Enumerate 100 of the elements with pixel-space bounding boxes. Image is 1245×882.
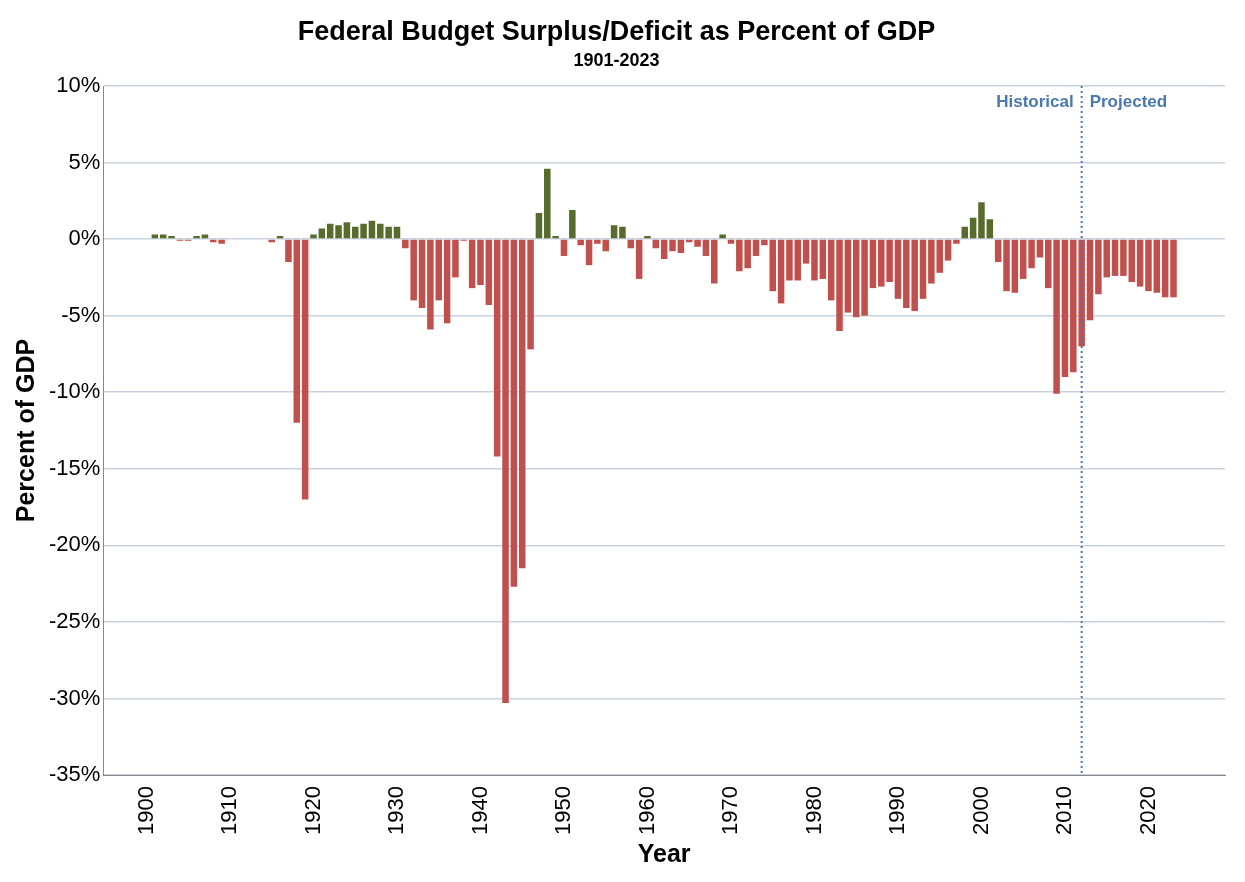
bar [669,239,676,252]
bar [585,239,593,266]
bar [268,239,275,243]
bar [794,239,802,281]
x-tick-label: 1940 [466,786,492,836]
bar [919,239,927,299]
y-tick-label: -5% [61,301,101,327]
bar [502,239,509,704]
bar [802,239,810,264]
x-tick-label: 1990 [884,786,910,836]
bar [418,239,426,309]
bar [468,239,476,289]
y-tick-label: -20% [49,531,101,557]
bar [293,239,301,423]
x-tick-label: 2020 [1134,786,1160,836]
bar [577,239,584,246]
y-tick-label: -15% [49,454,101,480]
chart-title: Federal Budget Surplus/Deficit as Percent of GDP [297,15,936,46]
bar [752,239,760,256]
bar [819,239,827,279]
y-tick-label: -25% [49,608,101,633]
x-tick-label: 1980 [800,786,826,836]
bar [527,239,534,350]
x-tick-label: 1910 [216,786,242,836]
y-axis-title: Percent of GDP [10,338,39,523]
bar [518,239,526,569]
x-tick-label: 2000 [967,786,993,836]
bar [452,239,459,278]
bar [727,239,735,244]
bar [510,239,518,587]
bar [535,213,543,239]
y-tick-label: 10% [56,72,101,98]
bar [1019,239,1027,279]
annotation: Projected [1089,91,1168,111]
bar [285,239,292,263]
bar [894,239,902,299]
x-tick-label: 2010 [1051,786,1077,836]
ref-line-label: Historical [996,91,1074,111]
bar [852,239,860,318]
bar [493,239,501,457]
bar [560,239,568,256]
x-tick-label: 1970 [717,786,743,836]
bar [694,239,701,247]
bar [1086,239,1094,321]
bar [1120,239,1127,276]
bar [994,239,1002,263]
x-tick-label: 1960 [633,786,659,836]
bar [777,239,785,304]
bar [1153,239,1161,293]
bar [660,239,668,260]
bar [1170,239,1177,298]
bar [953,239,960,244]
bar [360,223,367,239]
bar [944,239,952,261]
bar [301,239,309,500]
bar [1161,239,1169,298]
x-tick-label: 1930 [383,786,409,836]
bar [610,225,618,239]
x-tick-label: 1900 [132,786,158,836]
bar [786,239,793,281]
bar [644,236,651,239]
bar [861,239,868,316]
bar [318,228,326,239]
y-tick-label: 0% [68,225,101,251]
bar [1111,239,1119,276]
bar [1128,239,1136,282]
x-axis-title: Year [637,838,691,867]
bar [1061,239,1069,377]
bar [168,236,175,239]
y-tick-label: 5% [68,148,101,174]
bar [711,239,718,284]
bar [343,222,351,239]
y-tick-label: -10% [49,378,101,404]
bar [836,239,843,331]
bar [702,239,710,256]
y-tick-label: -30% [49,684,101,710]
y-tick-label: -35% [49,761,101,787]
bar [677,239,685,253]
bar [1028,239,1035,269]
bar [986,219,994,239]
bar [811,239,818,281]
bar [443,239,451,324]
bar [869,239,877,289]
bar [569,210,576,239]
bar [978,202,985,239]
bar [1145,239,1152,292]
bar [485,239,493,305]
chart-subtitle: 1901-2023 [573,50,660,71]
bar [827,239,835,301]
bar [635,239,643,279]
bar [1136,239,1144,287]
bar [1011,239,1019,293]
bar [193,236,200,239]
x-tick-label: 1950 [550,786,576,836]
bar [335,225,342,239]
bar [477,239,484,286]
bar [844,239,852,313]
bar [1003,239,1010,292]
x-tick-label: 1920 [299,786,325,836]
bar [619,226,626,239]
